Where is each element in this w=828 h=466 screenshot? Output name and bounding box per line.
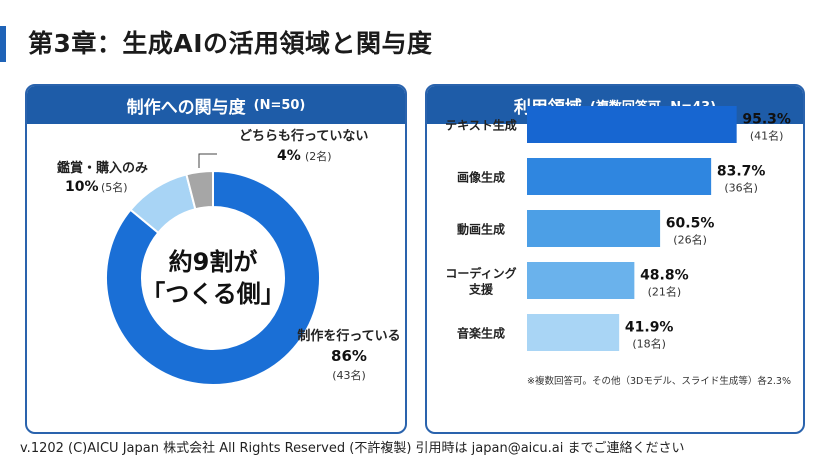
- usage-bar-chart: テキスト生成 95.3%(41名)画像生成 83.7%(36名)動画生成 60.5%(…: [445, 106, 791, 387]
- value-label-4: 41.9%: [625, 320, 674, 336]
- label-creating-count: (43名): [332, 368, 366, 382]
- category-label-3-line-1: 支援: [468, 282, 494, 297]
- copyright-footer: v.1202 (C)AICU Japan 株式会社 All Rights Res…: [20, 441, 685, 456]
- leader-line-none: [198, 153, 217, 168]
- label-viewonly-count: (5名): [101, 180, 128, 194]
- usage-note: ※複数回答可。その他（3Dモデル、スライド生成等）各2.3%: [527, 375, 791, 387]
- label-none-name: どちらも行っていない: [239, 128, 368, 144]
- label-viewonly-percent: 10%: [65, 179, 99, 195]
- label-creating-name: 制作を行っている: [297, 328, 400, 344]
- title-accent-bar: [0, 26, 6, 62]
- label-viewonly-name: 鑑賞・購入のみ: [57, 160, 148, 176]
- value-label-0: 95.3%: [742, 112, 791, 128]
- bar-4: [527, 314, 620, 351]
- engagement-chart-subtitle: (N=50): [253, 97, 306, 113]
- bar-2: [527, 210, 661, 247]
- bar-1: [527, 158, 712, 195]
- engagement-chart-title: 制作への関与度: [126, 97, 246, 118]
- donut-center-line-1: 約9割が: [169, 248, 258, 276]
- count-label-0: (41名): [750, 129, 784, 143]
- donut-center-line-2: 「つくる側」: [141, 280, 285, 308]
- count-label-1: (36名): [724, 181, 758, 195]
- bar-3: [527, 262, 635, 299]
- engagement-panel-header: 制作への関与度 (N=50): [27, 86, 405, 124]
- category-label-0: テキスト生成: [445, 118, 517, 133]
- label-none-percent: 4%: [277, 148, 301, 164]
- label-none-count: (2名): [305, 149, 332, 163]
- label-creating-percent: 86%: [331, 347, 367, 365]
- engagement-panel: 制作への関与度 (N=50) 約9割が「つくる側」 どちらも行っていない 4% (2名…: [25, 84, 407, 434]
- count-label-4: (18名): [632, 337, 666, 351]
- count-label-3: (21名): [648, 285, 682, 299]
- value-label-2: 60.5%: [666, 216, 715, 232]
- bar-0: [527, 106, 737, 143]
- category-label-4: 音楽生成: [457, 326, 505, 341]
- category-label-2: 動画生成: [457, 222, 505, 237]
- donut-slice-0: [105, 169, 321, 386]
- count-label-2: (26名): [673, 233, 707, 247]
- page-title: 第3章：生成AIの活用領域と関与度: [28, 29, 433, 58]
- category-label-3-line-0: コーディング: [445, 266, 516, 281]
- category-label-1: 画像生成: [457, 170, 505, 185]
- usage-panel: 利用領域 (複数回答可, N=43) テキスト生成95.3%(41名)画像生成8…: [425, 84, 805, 434]
- value-label-1: 83.7%: [717, 164, 766, 180]
- donut-slice-2: [185, 169, 214, 211]
- value-label-3: 48.8%: [640, 268, 689, 284]
- engagement-donut-chart: 約9割が「つくる側」 どちらも行っていない 4% (2名) 鑑賞・購入のみ 10% (5名)…: [57, 128, 401, 386]
